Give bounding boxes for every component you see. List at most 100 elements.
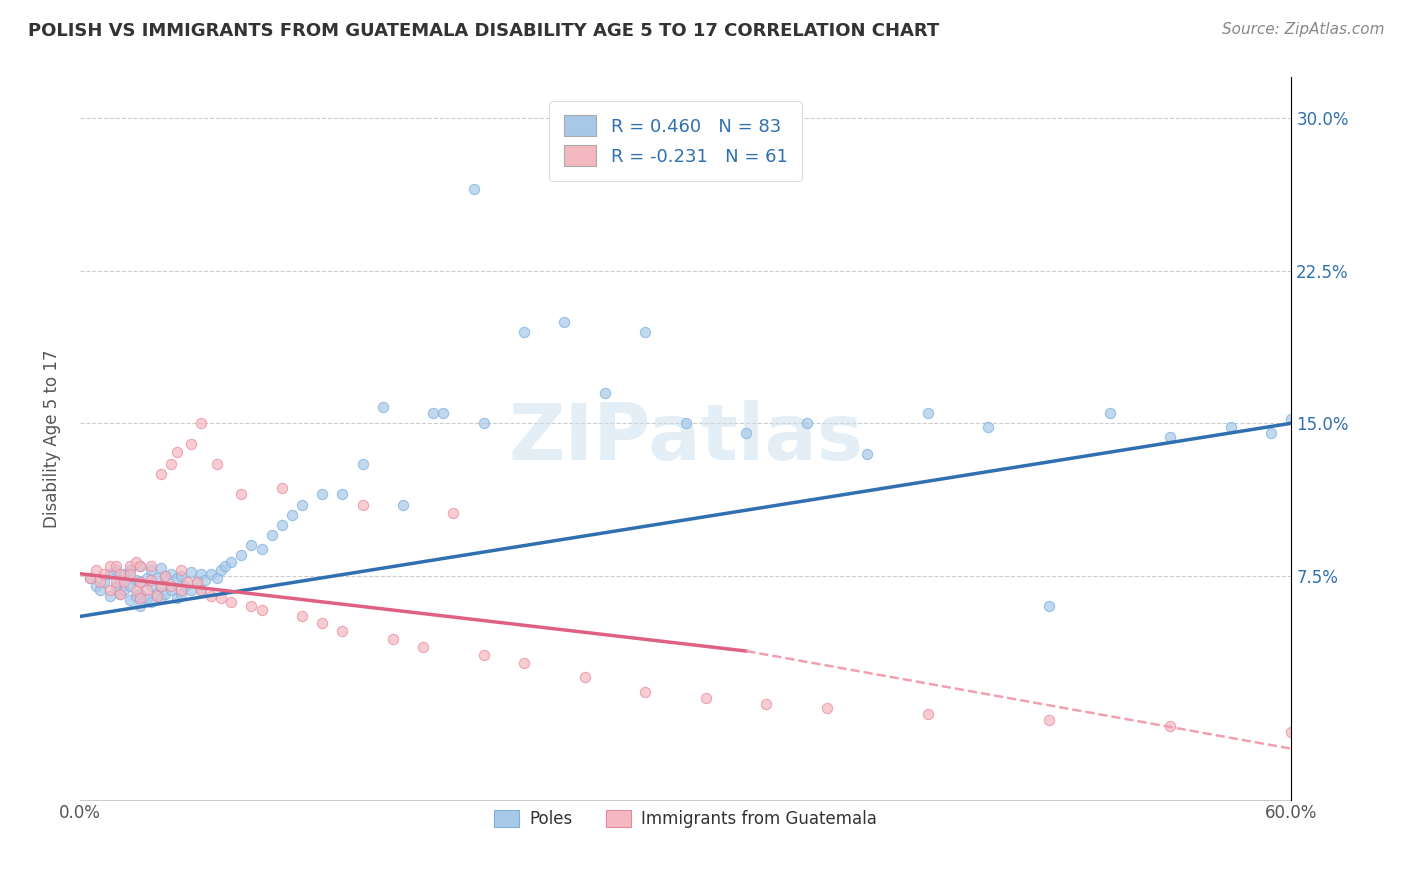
Point — [352, 498, 374, 512]
Point — [330, 487, 353, 501]
Point — [250, 603, 273, 617]
Point — [98, 566, 121, 581]
Point — [675, 416, 697, 430]
Point — [120, 593, 142, 607]
Point — [392, 498, 415, 512]
Point — [205, 571, 228, 585]
Point — [186, 574, 208, 589]
Point — [1038, 599, 1060, 614]
Point — [194, 573, 217, 587]
Point — [98, 589, 121, 603]
Point — [159, 566, 181, 581]
Point — [432, 406, 454, 420]
Point — [695, 690, 717, 705]
Point — [125, 582, 148, 597]
Point — [180, 582, 202, 597]
Point — [311, 615, 333, 630]
Point — [472, 648, 495, 662]
Point — [139, 579, 162, 593]
Point — [250, 542, 273, 557]
Point — [84, 579, 107, 593]
Point — [205, 457, 228, 471]
Point — [634, 325, 657, 339]
Point — [159, 457, 181, 471]
Point — [79, 571, 101, 585]
Point — [1098, 406, 1121, 420]
Point — [145, 571, 167, 585]
Point — [180, 565, 202, 579]
Point — [105, 558, 128, 573]
Point — [513, 657, 536, 671]
Point — [917, 707, 939, 722]
Point — [574, 671, 596, 685]
Point — [815, 701, 838, 715]
Point — [98, 558, 121, 573]
Point — [139, 563, 162, 577]
Point — [186, 574, 208, 589]
Point — [129, 558, 152, 573]
Point — [735, 426, 758, 441]
Point — [190, 582, 212, 597]
Point — [1279, 725, 1302, 739]
Point — [209, 591, 232, 606]
Point — [755, 697, 778, 711]
Point — [145, 589, 167, 603]
Point — [135, 591, 157, 606]
Point — [1159, 430, 1181, 444]
Point — [125, 555, 148, 569]
Point — [149, 560, 172, 574]
Point — [149, 591, 172, 606]
Point — [190, 416, 212, 430]
Point — [593, 385, 616, 400]
Point — [166, 591, 188, 606]
Point — [441, 506, 464, 520]
Point — [110, 587, 132, 601]
Point — [1279, 412, 1302, 426]
Point — [125, 589, 148, 603]
Text: ZIPatlas: ZIPatlas — [508, 401, 863, 476]
Point — [159, 579, 181, 593]
Point — [472, 416, 495, 430]
Point — [149, 467, 172, 481]
Point — [240, 599, 263, 614]
Point — [291, 609, 314, 624]
Point — [79, 571, 101, 585]
Point — [176, 574, 198, 589]
Point — [120, 563, 142, 577]
Point — [129, 587, 152, 601]
Point — [110, 587, 132, 601]
Point — [371, 400, 394, 414]
Point — [311, 487, 333, 501]
Point — [149, 579, 172, 593]
Point — [129, 558, 152, 573]
Point — [553, 314, 575, 328]
Point — [120, 558, 142, 573]
Point — [145, 587, 167, 601]
Point — [190, 582, 212, 597]
Point — [200, 566, 222, 581]
Point — [129, 574, 152, 589]
Point — [93, 574, 115, 589]
Point — [291, 498, 314, 512]
Point — [129, 599, 152, 614]
Point — [153, 568, 176, 582]
Point — [135, 582, 157, 597]
Point — [856, 447, 879, 461]
Text: POLISH VS IMMIGRANTS FROM GUATEMALA DISABILITY AGE 5 TO 17 CORRELATION CHART: POLISH VS IMMIGRANTS FROM GUATEMALA DISA… — [28, 22, 939, 40]
Point — [190, 566, 212, 581]
Point — [153, 568, 176, 582]
Legend: Poles, Immigrants from Guatemala: Poles, Immigrants from Guatemala — [488, 803, 883, 835]
Point — [231, 487, 253, 501]
Point — [159, 582, 181, 597]
Text: Source: ZipAtlas.com: Source: ZipAtlas.com — [1222, 22, 1385, 37]
Point — [270, 481, 292, 495]
Point — [139, 573, 162, 587]
Point — [634, 684, 657, 698]
Point — [240, 538, 263, 552]
Point — [139, 595, 162, 609]
Point — [105, 574, 128, 589]
Point — [381, 632, 404, 646]
Point — [330, 624, 353, 638]
Y-axis label: Disability Age 5 to 17: Disability Age 5 to 17 — [44, 350, 60, 528]
Point — [352, 457, 374, 471]
